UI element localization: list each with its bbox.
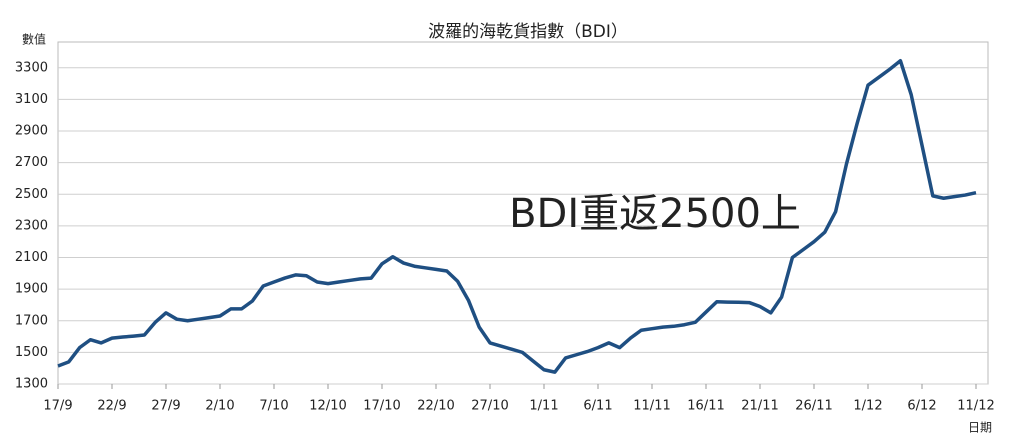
x-tick-label: 2/10 [205,399,234,414]
y-tick-label: 2900 [15,124,48,139]
y-tick-label: 2700 [15,155,48,170]
x-tick-label: 27/9 [151,399,180,414]
x-tick-label: 21/11 [741,399,778,414]
y-tick-label: 1300 [15,377,48,392]
annotation: BDI重返2500上 [509,191,801,237]
x-tick-label: 22/10 [417,399,454,414]
y-tick-label: 2300 [15,218,48,233]
x-tick-label: 11/12 [957,399,994,414]
x-tick-label: 16/11 [687,399,724,414]
y-tick-label: 1500 [15,345,48,360]
x-axis-label: 日期 [968,421,992,435]
y-tick-label: 1700 [15,313,48,328]
y-tick-label: 3100 [15,92,48,107]
x-tick-label: 6/11 [583,399,612,414]
x-tick-label: 27/10 [471,399,508,414]
x-tick-label: 12/10 [309,399,346,414]
x-tick-label: 1/12 [853,399,882,414]
y-tick-label: 3300 [15,60,48,75]
x-tick-label: 17/10 [363,399,400,414]
y-axis-label: 數值 [22,32,46,47]
x-tick-label: 22/9 [97,399,126,414]
x-tick-label: 7/10 [259,399,288,414]
chart-title: 波羅的海乾貨指數（BDI） [428,22,628,42]
x-tick-label: 17/9 [43,399,72,414]
x-tick-label: 1/11 [529,399,558,414]
y-tick-label: 2100 [15,250,48,265]
x-tick-label: 6/12 [907,399,936,414]
x-tick-label: 11/11 [633,399,670,414]
y-tick-label: 2500 [15,187,48,202]
data-line [57,58,977,374]
y-tick-label: 1900 [15,282,48,297]
x-tick-label: 26/11 [795,399,832,414]
